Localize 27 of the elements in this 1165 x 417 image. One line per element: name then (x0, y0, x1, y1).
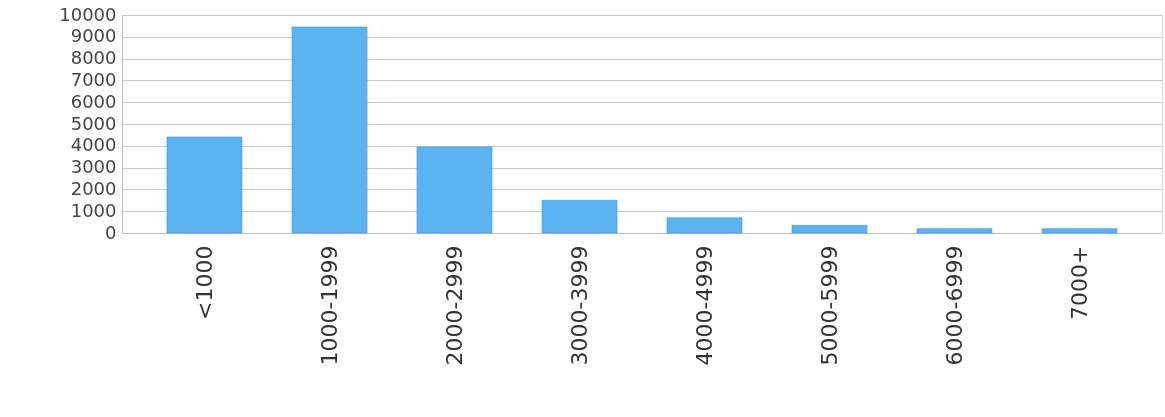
bar (916, 228, 993, 234)
x-tick-label: 2000-2999 (441, 245, 467, 366)
y-tick-label: 1000 (70, 199, 117, 221)
bar (1041, 228, 1118, 234)
x-tick-label: 6000-6999 (941, 245, 967, 366)
x-tick-label: 7000+ (1066, 245, 1092, 320)
bar (416, 146, 493, 234)
y-tick-label: 4000 (70, 134, 117, 156)
x-tick-label: 3000-3999 (566, 245, 592, 366)
y-tick-label: 2000 (70, 177, 117, 199)
bar (541, 200, 618, 234)
x-tick-label: 4000-4999 (691, 245, 717, 366)
y-tick-label: 3000 (70, 156, 117, 178)
x-tick-label: 1000-1999 (316, 245, 342, 366)
x-tick-label: <1000 (191, 245, 217, 320)
x-tick-label: 5000-5999 (816, 245, 842, 366)
bar (291, 26, 368, 234)
y-tick-label: 8000 (70, 47, 117, 69)
bar (166, 136, 243, 234)
bar (666, 217, 743, 234)
y-tick-label: 6000 (70, 90, 117, 112)
y-tick-label: 0 (105, 221, 117, 243)
y-tick-label: 7000 (70, 68, 117, 90)
y-tick-label: 5000 (70, 112, 117, 134)
y-tick-label: 9000 (70, 25, 117, 47)
bar (791, 225, 868, 234)
y-tick-label: 10000 (59, 3, 117, 25)
